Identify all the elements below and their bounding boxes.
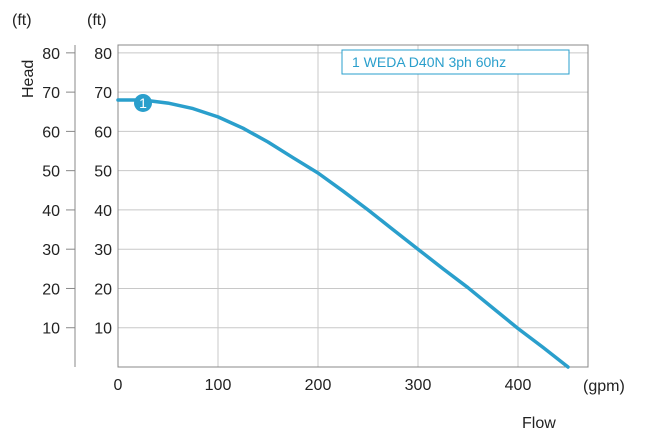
- series-marker: [134, 93, 152, 112]
- series-marker-label: 1: [139, 95, 147, 111]
- y-tick-label-left: 20: [42, 281, 60, 298]
- legend-entry: 1 WEDA D40N 3ph 60hz: [352, 54, 506, 70]
- y-tick-label-right: 50: [94, 164, 112, 181]
- legend: 1 WEDA D40N 3ph 60hz: [341, 49, 570, 75]
- x-tick-label: 400: [505, 377, 532, 394]
- y-tick-label-right: 80: [94, 46, 112, 63]
- y-tick-label-left: 70: [42, 85, 60, 102]
- y-tick-label-right: 30: [94, 242, 112, 259]
- x-axis-label: Flow: [522, 415, 556, 432]
- y-tick-label-right: 70: [94, 85, 112, 102]
- y-tick-label-right: 60: [94, 124, 112, 141]
- series-layer: 1: [116, 93, 570, 369]
- grid-lines: [118, 45, 588, 367]
- y-tick-label-left: 50: [42, 164, 60, 181]
- y-tick-label-left: 10: [42, 321, 60, 338]
- y-tick-label-left: 40: [42, 203, 60, 220]
- y-tick-label-left: 60: [42, 124, 60, 141]
- y-tick-label-left: 30: [42, 242, 60, 259]
- plot-area-border: [117, 44, 589, 368]
- x-tick-label: 300: [405, 377, 432, 394]
- y-tick-label-right: 10: [94, 321, 112, 338]
- x-tick-label: 200: [305, 377, 332, 394]
- y-tick-label-left: 80: [42, 46, 60, 63]
- x-tick-label: 100: [205, 377, 232, 394]
- y-unit-right: (ft): [87, 12, 107, 29]
- tick-labels: 10 10 20 20 30 30 40 40 50 50 60 60 70 70 80 80 0 100 200 3…: [42, 46, 531, 394]
- legend-box: [341, 49, 570, 75]
- y-axis-label: Head: [20, 60, 37, 98]
- y-unit-left: (ft): [12, 12, 32, 29]
- x-unit-label: (gpm): [583, 378, 625, 395]
- x-tick-label: 0: [114, 377, 123, 394]
- series-line: [116, 98, 570, 369]
- y-tick-label-right: 40: [94, 203, 112, 220]
- y-tick-label-right: 20: [94, 281, 112, 298]
